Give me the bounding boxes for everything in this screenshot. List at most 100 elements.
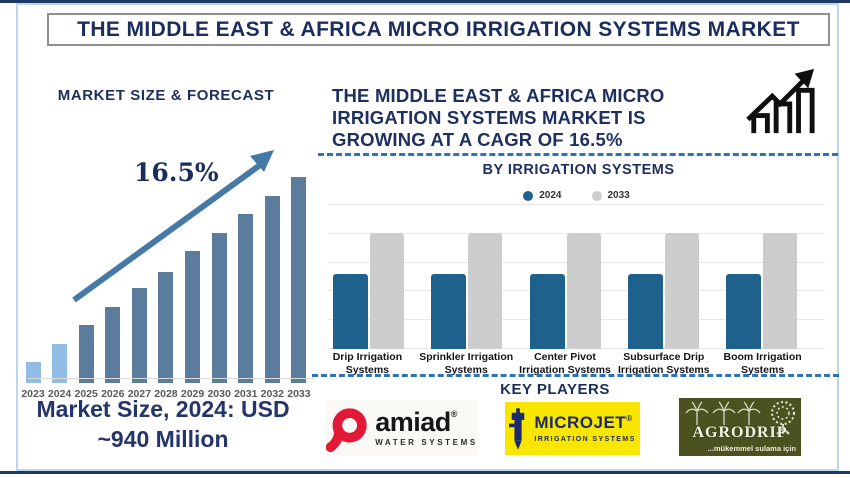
microjet-registered-mark: ® — [626, 414, 633, 423]
forecast-year-column: 2032 — [259, 172, 285, 400]
amiad-red-a-icon — [326, 408, 367, 453]
forecast-year-column: 2024 — [47, 172, 73, 400]
legend-label: 2024 — [539, 190, 562, 201]
page-title: THE MIDDLE EAST & AFRICA MICRO IRRIGATIO… — [77, 17, 800, 41]
forecast-year-label: 2032 — [260, 388, 285, 400]
forecast-axis-baseline — [28, 378, 314, 379]
market-size-note-line2: ~940 Million — [97, 426, 229, 453]
forecast-bar-chart: 2023 2024 2025 2026 2027 2028 2029 2030 2031 2032… — [20, 172, 312, 400]
forecast-bar — [158, 271, 174, 383]
forecast-bar — [185, 251, 201, 383]
bar-2024 — [627, 274, 663, 349]
logo-agrodrip: AGRODRIP ...mükemmel sulama için — [679, 398, 801, 456]
category-label: Center Pivot Irrigation Systems — [519, 351, 611, 376]
category-label: Sprinkler Irrigation Systems — [419, 351, 514, 376]
microjet-brand-name: MICROJET — [534, 413, 627, 432]
agrodrip-subtitle: ...mükemmel sulama için — [707, 444, 796, 453]
forecast-bar — [291, 177, 307, 383]
forecast-year-column: 2027 — [126, 172, 152, 400]
market-size-note: Market Size, 2024: USD ~940 Million — [10, 394, 316, 455]
forecast-year-label: 2024 — [47, 388, 72, 400]
amiad-brand-name: amiad — [375, 407, 451, 437]
irrigation-category-labels: Drip Irrigation Systems Sprinkler Irrigat… — [318, 351, 812, 377]
gridline — [328, 204, 825, 205]
bar-group — [627, 233, 699, 349]
forecast-bar — [264, 195, 280, 383]
agrodrip-brand-name: AGRODRIP — [692, 424, 788, 441]
logo-amiad: amiad® WATER SYSTEMS — [326, 400, 478, 456]
forecast-bar — [105, 306, 121, 383]
forecast-bar — [78, 325, 94, 383]
category-label: Boom Irrigation Systems — [723, 351, 802, 376]
bar-2024 — [529, 274, 565, 349]
cagr-value-label: 16.5% — [134, 158, 219, 187]
forecast-year-column: 2030 — [206, 172, 232, 400]
bar-2033 — [468, 233, 503, 349]
legend-label: 2033 — [607, 190, 630, 201]
top-border-line — [0, 0, 850, 3]
forecast-year-label: 2025 — [74, 388, 98, 400]
bar-2033 — [664, 233, 699, 349]
microjet-sprinkler-icon — [509, 407, 525, 450]
forecast-year-label: 2028 — [154, 388, 178, 400]
amiad-wordmark: amiad® WATER SYSTEMS — [375, 407, 478, 448]
cagr-headline-line3: GROWING AT A CAGR OF 16.5% — [332, 129, 623, 150]
chart-legend: 2024 2033 — [328, 190, 825, 201]
cagr-growth-arrow — [72, 150, 274, 303]
by-irrigation-heading: BY IRRIGATION SYSTEMS — [482, 162, 675, 178]
market-size-note-line1: Market Size, 2024: USD — [36, 396, 290, 422]
bar-2024 — [333, 274, 368, 349]
bar-group — [431, 233, 503, 349]
agrodrip-tree-graphic — [771, 401, 795, 435]
bar-group — [333, 233, 404, 349]
outer-frame-border — [16, 3, 839, 471]
growth-chart-icon — [746, 68, 815, 134]
bottom-border-line — [0, 471, 850, 474]
category-label: Drip Irrigation Systems — [332, 351, 403, 376]
forecast-year-label: 2031 — [234, 388, 258, 400]
forecast-year-column: 2029 — [180, 172, 206, 400]
forecast-year-label: 2026 — [101, 388, 125, 400]
category-label: Subsurface Drip Irrigation Systems — [617, 351, 710, 376]
infographic-title-box: THE MIDDLE EAST & AFRICA MICRO IRRIGATIO… — [47, 13, 830, 46]
forecast-chart-heading: MARKET SIZE & FORECAST — [57, 87, 275, 104]
key-players-heading: KEY PLAYERS — [500, 381, 610, 398]
forecast-bar — [131, 288, 147, 383]
bar-2033 — [566, 233, 601, 349]
forecast-year-label: 2027 — [127, 388, 152, 400]
legend-dot — [523, 190, 534, 201]
legend-dot — [591, 190, 602, 201]
bar-2033 — [763, 233, 797, 349]
forecast-bar — [211, 232, 227, 383]
microjet-subtitle: IRRIGATION SYSTEMS — [534, 436, 636, 443]
forecast-bar — [25, 362, 41, 383]
forecast-year-column: 2025 — [73, 172, 99, 400]
forecast-year-column: 2031 — [233, 172, 259, 400]
amiad-registered-mark: ® — [450, 409, 458, 419]
forecast-year-label: 2023 — [21, 388, 45, 400]
bar-group — [726, 233, 797, 349]
forecast-year-label: 2030 — [207, 388, 231, 400]
irrigation-bar-chart — [333, 204, 797, 349]
cagr-headline-line1: THE MIDDLE EAST & AFRICA MICRO — [332, 85, 665, 106]
forecast-year-column: 2028 — [153, 172, 179, 400]
bar-group — [529, 233, 601, 349]
forecast-bar — [238, 214, 254, 383]
forecast-year-label: 2033 — [287, 388, 311, 400]
forecast-year-column: 2033 — [286, 172, 312, 400]
dashed-divider-top — [318, 153, 838, 156]
agrodrip-sprinkler-graphics — [685, 401, 761, 425]
legend-item: 2024 — [523, 190, 562, 201]
cagr-headline-line2: IRRIGATION SYSTEMS MARKET IS — [332, 107, 646, 128]
forecast-year-column: 2026 — [100, 172, 126, 400]
amiad-subtitle: WATER SYSTEMS — [375, 438, 478, 447]
dashed-divider-bottom — [312, 374, 839, 377]
legend-item: 2033 — [591, 190, 630, 201]
forecast-year-label: 2029 — [180, 388, 205, 400]
microjet-wordmark: MICROJET® IRRIGATION SYSTEMS — [534, 414, 635, 443]
bar-2024 — [431, 274, 467, 349]
forecast-bar — [52, 343, 68, 383]
logo-microjet: MICROJET® IRRIGATION SYSTEMS — [505, 402, 640, 455]
bar-2033 — [370, 233, 404, 349]
bar-2024 — [726, 274, 761, 349]
